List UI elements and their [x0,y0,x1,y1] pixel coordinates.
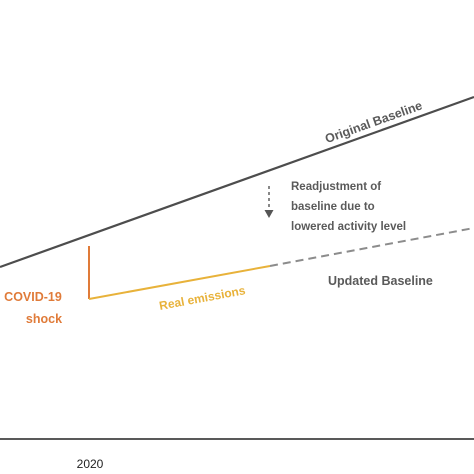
readjustment-label-line1: Readjustment of [291,181,381,193]
real-emissions-line [88,265,271,300]
covid-shock-label-line2: shock [26,312,62,326]
covid-shock-label-line1: COVID-19 [4,290,62,304]
x-tick-2020: 2020 [77,457,104,471]
original-baseline-line [0,95,474,269]
readjustment-label-line2: baseline due to [291,201,375,213]
updated-baseline-label: Updated Baseline [328,274,433,288]
updated-baseline-dashed-line [269,227,474,267]
real-emissions-label: Real emissions [158,283,247,313]
readjustment-label-line3: lowered activity level [291,221,406,233]
original-baseline-label: Original Baseline [323,98,424,146]
readjustment-arrow-head-icon [264,210,274,218]
